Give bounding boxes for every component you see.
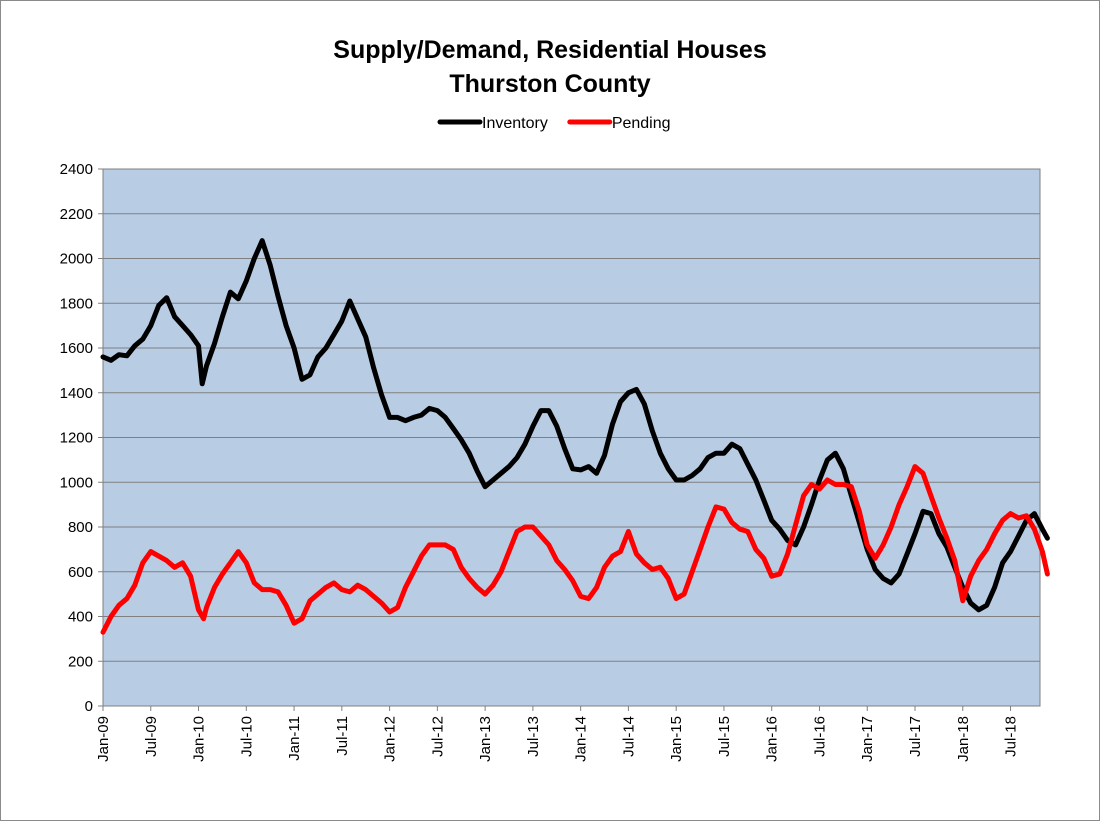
- y-tick-label: 1800: [60, 295, 93, 312]
- x-tick-label: Jan-13: [477, 716, 494, 762]
- x-tick-label: Jul-15: [716, 716, 733, 757]
- legend-label-inventory: Inventory: [482, 115, 548, 132]
- y-tick-label: 1200: [60, 430, 93, 447]
- chart-subtitle: Thurston County: [449, 70, 651, 98]
- y-tick-label: 200: [68, 653, 93, 670]
- y-tick-label: 0: [85, 698, 93, 715]
- y-tick-label: 1000: [60, 474, 93, 491]
- y-tick-label: 1400: [60, 385, 93, 402]
- x-tick-label: Jan-09: [95, 716, 112, 762]
- x-tick-label: Jul-18: [1003, 716, 1020, 757]
- x-tick-label: Jul-13: [525, 716, 542, 757]
- x-tick-label: Jan-11: [286, 716, 303, 761]
- x-tick-label: Jul-11: [334, 716, 351, 756]
- x-tick-label: Jan-17: [859, 716, 876, 762]
- chart-title: Supply/Demand, Residential Houses: [333, 36, 767, 64]
- y-tick-label: 1600: [60, 340, 93, 357]
- x-tick-label: Jan-15: [668, 716, 685, 762]
- x-tick-label: Jul-14: [620, 716, 637, 757]
- x-tick-label: Jan-10: [191, 716, 208, 762]
- x-tick-label: Jul-12: [429, 716, 446, 757]
- x-tick-label: Jan-14: [573, 716, 590, 762]
- y-tick-label: 2000: [60, 251, 93, 268]
- x-tick-label: Jan-12: [382, 716, 399, 762]
- series-line-pending: [100, 464, 1050, 635]
- x-tick-label: Jan-16: [764, 716, 781, 762]
- y-tick-label: 2400: [60, 161, 93, 178]
- x-tick-label: Jul-16: [811, 716, 828, 757]
- legend-label-pending: Pending: [612, 115, 671, 132]
- x-tick-label: Jul-10: [238, 716, 255, 757]
- y-tick-label: 400: [68, 609, 93, 626]
- y-tick-label: 600: [68, 564, 93, 581]
- x-tick-label: Jul-17: [907, 716, 924, 757]
- x-tick-label: Jan-18: [955, 716, 972, 762]
- y-tick-label: 2200: [60, 206, 93, 223]
- x-tick-label: Jul-09: [143, 716, 160, 757]
- series-line-inventory: [100, 238, 1050, 613]
- y-tick-label: 800: [68, 519, 93, 536]
